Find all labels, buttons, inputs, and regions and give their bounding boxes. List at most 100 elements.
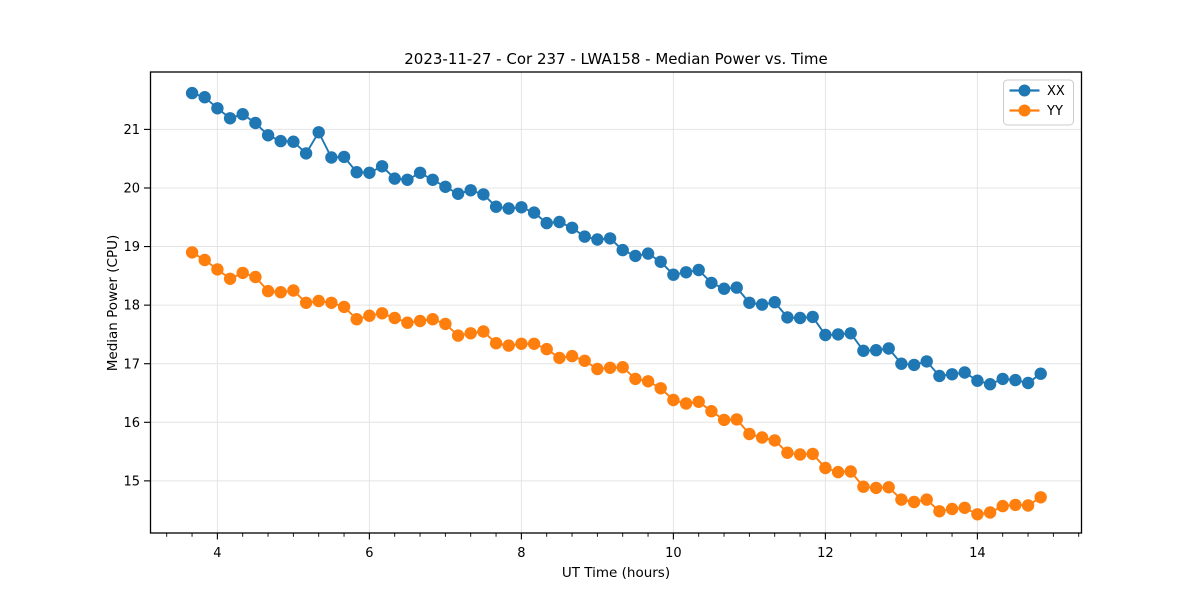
data-point xyxy=(629,372,642,386)
data-point xyxy=(325,151,338,164)
data-point xyxy=(363,309,376,322)
data-point xyxy=(679,266,693,279)
y-tick-label-18: 18 xyxy=(123,299,140,314)
data-point xyxy=(730,413,743,426)
data-point xyxy=(451,187,465,200)
data-point xyxy=(413,166,427,179)
legend: XX YY xyxy=(1003,79,1074,126)
data-point xyxy=(654,255,667,268)
data-point xyxy=(793,448,807,461)
data-point xyxy=(831,328,845,341)
data-point xyxy=(287,284,300,297)
data-point xyxy=(388,311,401,325)
data-point xyxy=(261,284,275,298)
data-point xyxy=(920,355,933,368)
data-point xyxy=(363,166,376,179)
data-point xyxy=(616,243,629,257)
x-tick-label-6: 6 xyxy=(365,546,373,561)
data-point xyxy=(958,501,971,514)
data-point xyxy=(705,405,718,418)
data-point xyxy=(565,221,579,234)
data-point xyxy=(629,249,642,263)
data-point xyxy=(869,344,883,357)
data-point xyxy=(489,200,503,213)
data-point xyxy=(312,126,325,139)
data-point xyxy=(527,206,541,219)
data-point xyxy=(781,311,794,324)
data-point xyxy=(350,313,363,326)
data-point xyxy=(857,344,870,357)
data-point xyxy=(489,337,503,350)
data-point xyxy=(603,361,617,374)
data-point xyxy=(819,461,832,475)
data-point xyxy=(806,310,819,324)
data-point xyxy=(667,268,680,281)
data-point xyxy=(261,129,275,142)
data-point xyxy=(793,311,807,325)
y-tick-label-17: 17 xyxy=(123,357,140,372)
y-tick-label-15: 15 xyxy=(123,474,140,489)
data-point xyxy=(185,86,199,100)
chart-title: 2023-11-27 - Cor 237 - LWA158 - Median P… xyxy=(404,50,828,68)
data-point xyxy=(185,246,199,259)
legend-item-YY: YY xyxy=(1009,104,1063,119)
data-point xyxy=(895,493,908,506)
data-point xyxy=(692,395,705,408)
data-point xyxy=(337,300,351,314)
data-point xyxy=(439,180,452,193)
data-point xyxy=(527,337,541,350)
y-tick-label-19: 19 xyxy=(123,240,140,255)
x-tick-label-4: 4 xyxy=(213,546,221,561)
data-point xyxy=(413,314,427,328)
data-point xyxy=(971,374,984,387)
data-point xyxy=(198,91,211,104)
data-point xyxy=(578,354,591,367)
data-point xyxy=(679,397,693,410)
data-point xyxy=(717,413,731,427)
data-point xyxy=(477,188,490,201)
x-tick-label-12: 12 xyxy=(817,546,834,561)
data-point xyxy=(337,150,351,164)
data-point xyxy=(426,173,439,186)
data-point xyxy=(755,298,769,311)
data-point xyxy=(705,276,718,290)
data-point xyxy=(819,328,832,342)
data-point xyxy=(312,294,325,308)
data-point xyxy=(439,317,452,331)
axis-ticks: 4 6 8 10 12 14 15 16 17 18 19 20 21 xyxy=(123,123,1080,561)
data-point xyxy=(603,232,617,245)
data-point xyxy=(553,351,566,365)
data-point xyxy=(958,366,971,379)
data-point xyxy=(641,247,655,260)
data-point xyxy=(401,316,414,329)
data-point xyxy=(1009,498,1022,512)
data-point xyxy=(540,342,553,356)
data-point xyxy=(591,362,604,376)
data-point xyxy=(1009,373,1022,387)
data-point xyxy=(654,382,667,395)
grid xyxy=(150,72,1082,533)
data-point xyxy=(388,172,401,185)
data-point xyxy=(933,505,946,518)
data-point xyxy=(1021,376,1035,390)
x-tick-label-8: 8 xyxy=(517,546,525,561)
data-point xyxy=(249,116,262,130)
data-point xyxy=(515,337,528,350)
data-point xyxy=(287,135,300,148)
data-point xyxy=(274,134,287,148)
data-point xyxy=(274,286,287,299)
data-point xyxy=(1034,367,1047,380)
data-point xyxy=(464,184,477,197)
data-point xyxy=(945,368,959,381)
data-point xyxy=(249,270,262,284)
data-point xyxy=(464,327,477,340)
legend-marker-icon xyxy=(1018,84,1031,97)
data-point xyxy=(198,253,211,267)
data-point xyxy=(743,296,756,309)
data-point xyxy=(768,296,781,309)
data-point xyxy=(996,499,1009,513)
data-point xyxy=(869,481,883,495)
data-point xyxy=(933,369,946,383)
